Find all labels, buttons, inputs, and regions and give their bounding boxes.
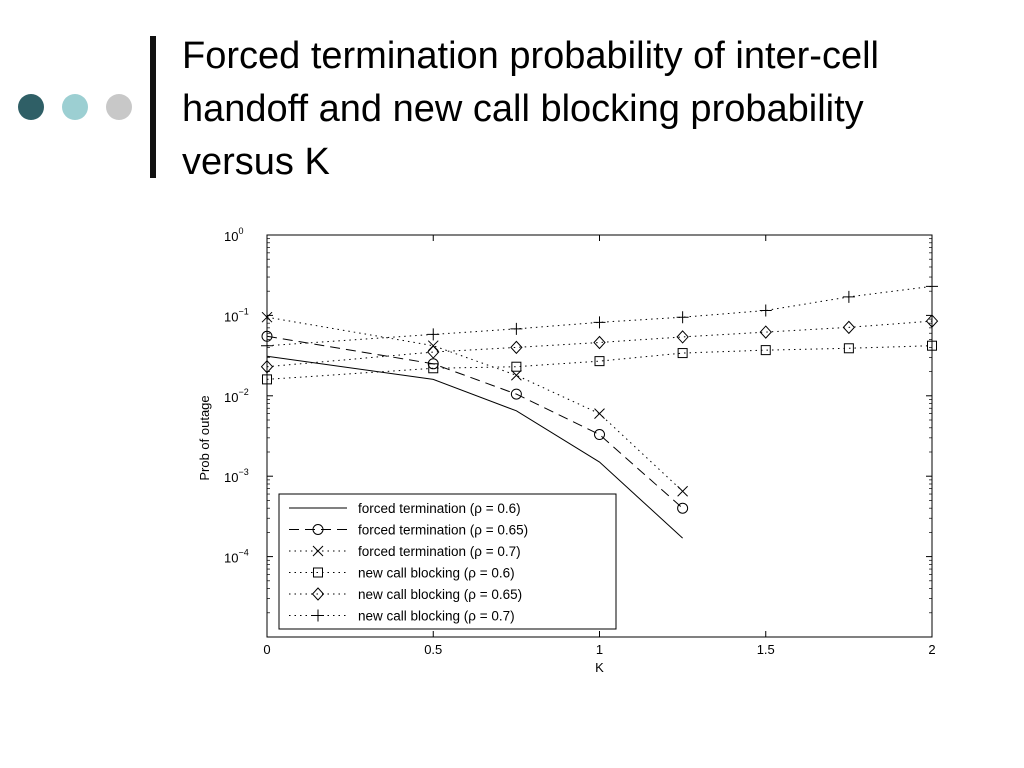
series-5-point bbox=[427, 345, 440, 359]
series-6-point bbox=[427, 328, 440, 341]
series-6-point bbox=[593, 316, 606, 329]
legend-box bbox=[278, 493, 617, 630]
legend-marker bbox=[312, 609, 324, 622]
series-4-point bbox=[677, 348, 688, 359]
legend-label: new call blocking (ρ = 0.7) bbox=[358, 609, 515, 624]
series-6-point bbox=[676, 311, 689, 324]
series-6-point bbox=[510, 322, 523, 335]
series-5-point bbox=[842, 320, 856, 335]
series-3-point bbox=[511, 369, 522, 381]
x-tick-label: 0.5 bbox=[424, 642, 442, 657]
series-4-point bbox=[760, 345, 771, 356]
y-tick-label: 10−1 bbox=[224, 306, 249, 324]
series-6-point bbox=[926, 280, 938, 293]
legend-marker bbox=[313, 567, 323, 578]
legend-label: new call blocking (ρ = 0.65) bbox=[358, 587, 522, 602]
series-5-point bbox=[759, 325, 772, 339]
legend-label: forced termination (ρ = 0.7) bbox=[358, 544, 521, 559]
x-tick-label: 0 bbox=[263, 642, 270, 657]
dot-dark-teal bbox=[18, 94, 44, 120]
legend-label: forced termination (ρ = 0.65) bbox=[358, 523, 528, 538]
series-6-point bbox=[759, 304, 772, 317]
series-5-point bbox=[260, 359, 274, 374]
series-4-point bbox=[843, 343, 854, 354]
series-2-point bbox=[594, 429, 605, 441]
series-line-2 bbox=[266, 335, 683, 509]
legend-marker bbox=[312, 545, 324, 557]
y-tick-label: 100 bbox=[224, 226, 243, 244]
dot-light-teal bbox=[62, 94, 88, 120]
series-6-point bbox=[261, 339, 273, 352]
series-6-point bbox=[842, 290, 855, 303]
y-axis-label: Prob of outage bbox=[197, 395, 212, 480]
series-4-point bbox=[428, 363, 439, 374]
slide-title: Forced termination probability of inter-… bbox=[182, 35, 879, 183]
series-4-point bbox=[594, 356, 605, 367]
y-tick-label: 10−3 bbox=[224, 467, 249, 485]
series-4-point bbox=[511, 361, 522, 372]
legend-marker bbox=[311, 587, 325, 601]
x-tick-label: 1 bbox=[596, 642, 603, 657]
series-line-6 bbox=[266, 285, 933, 347]
series-4-point bbox=[927, 340, 937, 351]
legend-label: forced termination (ρ = 0.6) bbox=[358, 501, 521, 516]
x-axis-label: K bbox=[595, 660, 604, 675]
series-3-point bbox=[261, 311, 273, 323]
series-5-point bbox=[676, 330, 689, 344]
y-tick-label: 10−2 bbox=[224, 387, 249, 405]
series-5-point bbox=[925, 314, 939, 328]
series-5-point bbox=[510, 340, 523, 355]
series-2-point bbox=[677, 502, 689, 514]
series-3-point bbox=[594, 408, 605, 419]
series-3-point bbox=[677, 485, 688, 497]
series-line-5 bbox=[266, 320, 933, 368]
legend-label: new call blocking (ρ = 0.6) bbox=[358, 566, 515, 581]
x-tick-label: 2 bbox=[928, 642, 935, 657]
dot-gray bbox=[106, 94, 132, 120]
legend-marker bbox=[312, 524, 324, 535]
series-line-3 bbox=[266, 316, 683, 492]
series-2-point bbox=[510, 388, 522, 400]
y-tick-label: 10−4 bbox=[224, 548, 249, 566]
series-5-point bbox=[593, 335, 606, 350]
series-4-point bbox=[262, 374, 272, 385]
series-line-4 bbox=[266, 345, 933, 380]
x-tick-label: 1.5 bbox=[757, 642, 775, 657]
title-accent-bar bbox=[150, 36, 156, 178]
